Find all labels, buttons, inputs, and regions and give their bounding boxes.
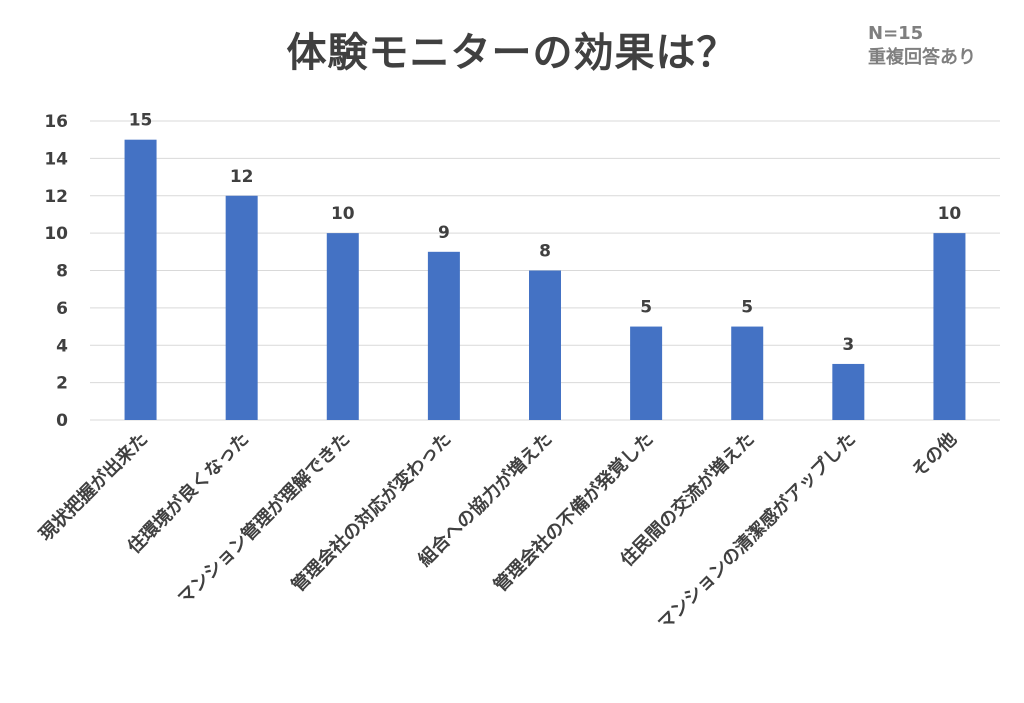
data-labels: 15 12 10 9 8 5 5 3 10 xyxy=(129,111,962,355)
bar xyxy=(225,195,258,420)
data-label: 3 xyxy=(842,335,854,355)
y-tick-label: 6 xyxy=(56,299,68,319)
bar xyxy=(326,233,359,420)
bar xyxy=(731,326,764,420)
x-axis-categories: 現状把握が出来た住環境が良くなったマンション管理が理解できた管理会社の対応が変わ… xyxy=(35,428,961,634)
data-label: 12 xyxy=(230,167,254,187)
y-tick-label: 2 xyxy=(56,374,68,394)
y-tick-label: 8 xyxy=(56,262,68,282)
data-label: 10 xyxy=(331,204,355,224)
y-tick-label: 16 xyxy=(44,112,68,132)
y-tick-label: 4 xyxy=(56,336,68,356)
y-tick-label: 0 xyxy=(56,411,68,431)
x-category-label: 管理会社の不備が発覚した xyxy=(489,428,657,596)
y-tick-label: 14 xyxy=(44,149,68,169)
bar xyxy=(832,363,865,420)
bar xyxy=(630,326,663,420)
x-category-label: 管理会社の対応が変わった xyxy=(287,428,455,596)
data-label: 10 xyxy=(938,204,962,224)
duplicate-answer-note: 重複回答あり xyxy=(868,47,976,68)
data-label: 8 xyxy=(539,242,551,262)
y-axis-ticks: 0 2 4 6 8 10 12 14 16 xyxy=(44,112,68,431)
x-category-label: マンションの清潔感がアップした xyxy=(653,428,859,634)
bars xyxy=(124,139,966,420)
bar xyxy=(124,139,157,420)
sample-size-label: N=15 xyxy=(868,23,924,44)
x-category-label: マンション管理が理解できた xyxy=(173,428,354,609)
x-category-label: その他 xyxy=(907,428,961,482)
bar xyxy=(933,233,966,420)
bar xyxy=(529,270,561,420)
chart-note: N=15 重複回答あり xyxy=(868,22,976,70)
data-label: 9 xyxy=(438,223,450,243)
data-label: 5 xyxy=(741,298,753,318)
y-tick-label: 12 xyxy=(44,187,68,207)
x-category-label: 現状把握が出来た xyxy=(35,428,152,545)
y-tick-label: 10 xyxy=(44,224,68,244)
data-label: 15 xyxy=(129,111,153,131)
bar xyxy=(427,251,460,420)
data-label: 5 xyxy=(640,298,652,318)
chart-title: 体験モニターの効果は？ xyxy=(286,30,738,76)
